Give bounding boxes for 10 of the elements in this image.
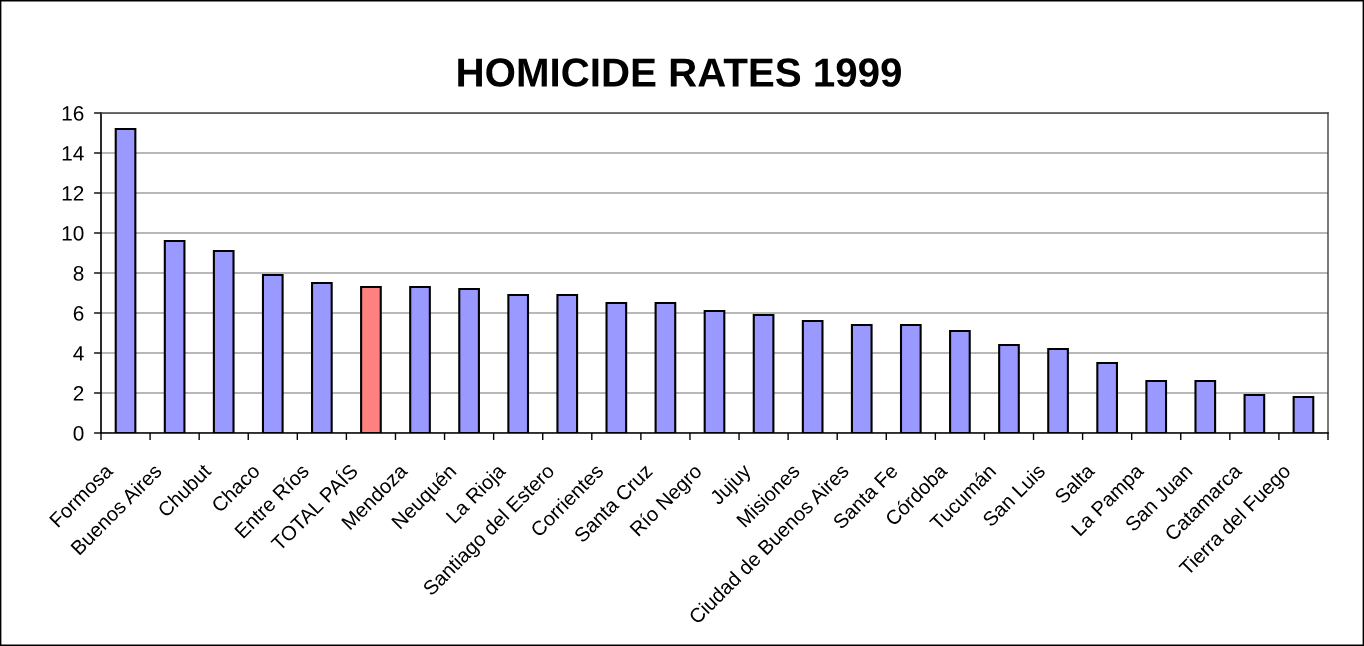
y-tick-label: 6 — [73, 306, 84, 321]
chart-title: HOMICIDE RATES 1999 — [458, 58, 901, 87]
y-tick-label: 0 — [73, 426, 84, 441]
y-tick-label: 8 — [73, 266, 84, 281]
y-tick-label: 10 — [62, 226, 84, 241]
y-tick-label: 4 — [73, 346, 84, 361]
y-tick-label: 16 — [62, 106, 84, 121]
y-tick-label: 2 — [73, 386, 84, 401]
y-tick-label: 14 — [62, 146, 84, 161]
y-tick-label: 12 — [62, 186, 84, 201]
